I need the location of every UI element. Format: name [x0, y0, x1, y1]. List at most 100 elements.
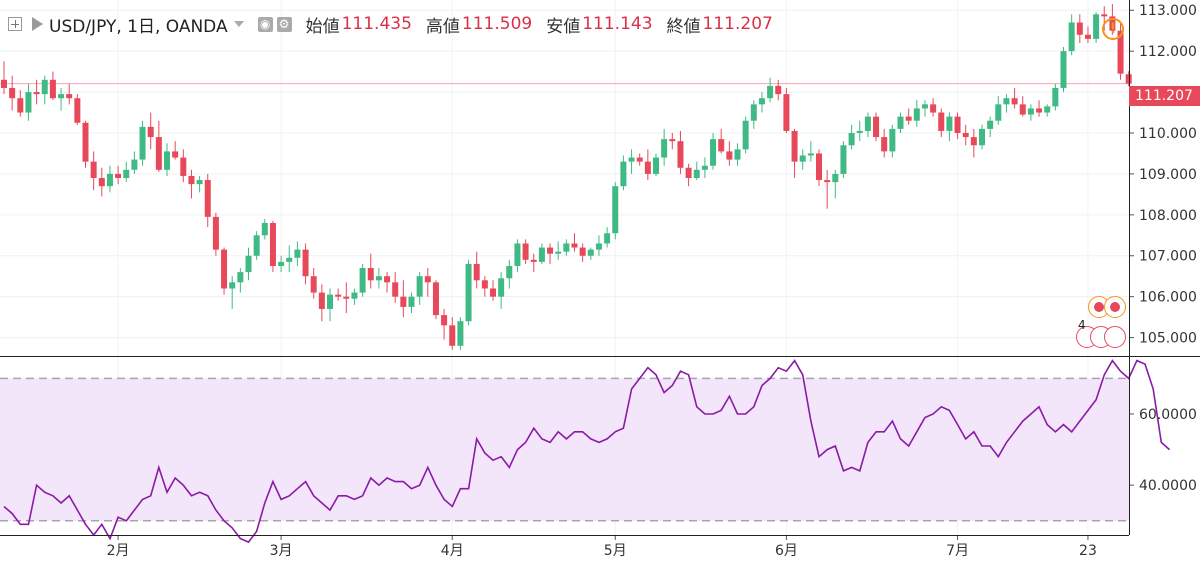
candle	[1084, 26, 1091, 43]
candle	[620, 155, 627, 191]
price-tick-label: 108.000	[1139, 208, 1197, 224]
candle-body	[115, 173, 122, 178]
candle	[758, 92, 765, 113]
candle	[897, 112, 904, 133]
candle	[579, 243, 586, 262]
candle	[473, 251, 480, 289]
candle-body	[881, 137, 888, 152]
candle-body	[343, 296, 350, 299]
candle	[261, 218, 268, 240]
candle	[196, 175, 203, 193]
time-tick-label: 23	[1079, 543, 1097, 559]
candle-body	[335, 294, 342, 297]
flag-us-icon[interactable]	[1104, 326, 1126, 348]
candle	[807, 141, 814, 162]
symbol-title[interactable]: USD/JPY, 1日, OANDA	[49, 16, 228, 37]
candle-body	[1060, 51, 1067, 88]
candle	[367, 253, 374, 289]
flag-icon[interactable]	[32, 17, 43, 31]
candle	[106, 165, 113, 193]
candle-body	[571, 243, 578, 248]
candle-body	[628, 157, 635, 162]
candle-body	[538, 247, 545, 262]
candle	[318, 284, 325, 322]
exclamation-circle-icon[interactable]: !	[1102, 18, 1124, 40]
time-axis[interactable]: 2月 3月 4月 5月 6月 7月 23	[107, 543, 1097, 559]
time-tick-label: 6月	[775, 543, 798, 559]
candle	[66, 83, 73, 105]
rsi-band-fill	[0, 378, 1129, 521]
candle-body	[954, 116, 961, 133]
candle-body	[644, 161, 651, 174]
candle-body	[930, 104, 937, 113]
candle	[522, 239, 529, 264]
candle	[49, 71, 56, 101]
event-marker-icon[interactable]	[1104, 296, 1126, 318]
candle-body	[1117, 30, 1124, 74]
candle	[791, 128, 798, 178]
candle	[799, 149, 806, 170]
candle	[1011, 87, 1018, 109]
candle-body	[49, 79, 56, 99]
candle	[889, 124, 896, 158]
plus-square-icon[interactable]	[8, 17, 22, 31]
candle	[90, 151, 97, 191]
time-tick-label: 4月	[441, 543, 464, 559]
candle	[905, 108, 912, 125]
candle	[1, 61, 7, 95]
candle-body	[856, 130, 863, 133]
candle	[962, 124, 969, 146]
candle	[41, 75, 48, 105]
candle	[669, 132, 676, 150]
candle-body	[563, 243, 570, 252]
candle-body	[432, 282, 439, 316]
candle	[783, 87, 790, 133]
candle-body	[547, 247, 554, 254]
candle-body	[82, 122, 89, 162]
candle-body	[897, 116, 904, 129]
candle-body	[41, 79, 48, 95]
gear-icon[interactable]: ⚙	[276, 16, 292, 32]
candle-body	[995, 104, 1002, 121]
price-tick-label: 112.000	[1139, 44, 1197, 60]
candle-body	[416, 276, 423, 297]
candle-body	[269, 223, 276, 266]
chart-legend: USD/JPY, 1日, OANDA ◉ ⚙ 始値 111.435 高値 111…	[8, 12, 773, 37]
candle-body	[74, 98, 81, 123]
candle	[921, 100, 928, 117]
candle	[245, 247, 252, 281]
candle	[612, 182, 619, 240]
candle-body	[734, 149, 741, 160]
rsi-axis[interactable]: 60.0000 40.0000	[1139, 407, 1197, 494]
candle	[832, 169, 839, 199]
candle	[530, 253, 537, 273]
candle	[1125, 71, 1132, 87]
price-axis[interactable]: 113.000112.000111.000110.000109.000108.0…	[1139, 3, 1197, 346]
eye-icon[interactable]: ◉	[257, 16, 273, 32]
candle	[604, 227, 611, 248]
low-label: 安値	[546, 16, 581, 37]
candle	[710, 132, 717, 170]
candle	[946, 112, 953, 142]
candle-body	[237, 272, 244, 283]
candle-body	[155, 137, 162, 170]
rsi-tick-label: 40.0000	[1139, 478, 1197, 494]
candle	[286, 245, 293, 273]
candle	[17, 90, 24, 117]
chevron-down-icon[interactable]	[233, 21, 244, 27]
rsi-tick-label: 60.0000	[1139, 407, 1197, 423]
candle	[278, 255, 285, 273]
candle	[465, 259, 472, 326]
price-tick-label: 113.000	[1139, 3, 1197, 19]
candle-body	[767, 85, 774, 99]
candle-body	[9, 87, 16, 99]
candle-body	[147, 126, 154, 138]
candle-body	[1125, 74, 1132, 84]
candle	[351, 288, 358, 305]
candle	[571, 233, 578, 252]
candle	[229, 276, 236, 309]
candle-body	[457, 321, 464, 346]
candle	[310, 268, 317, 299]
candle-body	[66, 94, 73, 99]
